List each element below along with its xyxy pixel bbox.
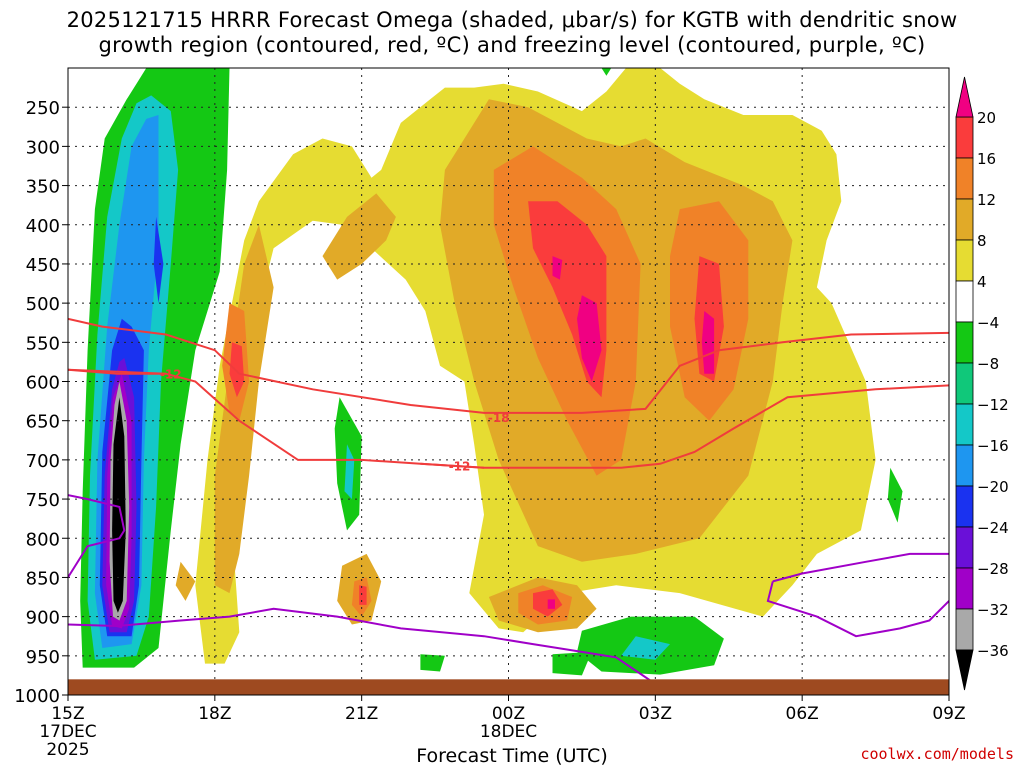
colorbar-label: −28 bbox=[977, 560, 1009, 578]
dgz-contour bbox=[420, 462, 485, 469]
dgz-contour bbox=[68, 368, 166, 375]
y-tick-label: 750 bbox=[26, 490, 60, 511]
omega-region-neg bbox=[153, 216, 164, 304]
colorbar-label: −32 bbox=[977, 601, 1009, 619]
y-tick-label: 500 bbox=[26, 294, 60, 315]
omega-region-pos bbox=[175, 561, 196, 601]
terrain bbox=[68, 679, 949, 695]
x-tick-sublabel: 18DEC bbox=[480, 722, 537, 742]
x-tick-sublabel: 2025 bbox=[46, 740, 89, 760]
colorbar-bottom-arrow bbox=[955, 649, 974, 691]
x-tick-label: 18Z bbox=[198, 704, 231, 724]
omega-region-pos bbox=[229, 342, 245, 398]
omega-region-neg bbox=[601, 68, 612, 76]
colorbar-label: −36 bbox=[977, 642, 1009, 660]
freezing-level-contour bbox=[772, 552, 949, 583]
omega-region-pos bbox=[701, 311, 715, 374]
y-tick-label: 550 bbox=[26, 333, 60, 354]
colorbar-segment bbox=[955, 280, 974, 323]
y-tick-label: 250 bbox=[26, 98, 60, 119]
y-tick-label: 350 bbox=[26, 177, 60, 198]
freezing-level-contour bbox=[68, 607, 661, 689]
x-tick-label: 15Z bbox=[51, 704, 84, 724]
omega-region-neg bbox=[621, 636, 670, 660]
colorbar-label: −4 bbox=[977, 314, 999, 332]
omega-region-pos bbox=[552, 256, 563, 280]
colorbar-label: 20 bbox=[977, 109, 996, 127]
site-credit: coolwx.com/models bbox=[860, 745, 1014, 763]
colorbar-segment bbox=[955, 198, 974, 241]
colorbar-segment bbox=[955, 239, 974, 282]
x-tick-sublabel: 17DEC bbox=[39, 722, 96, 742]
colorbar-segment bbox=[955, 526, 974, 569]
y-tick-label: 1000 bbox=[14, 686, 60, 707]
omega-region-neg bbox=[420, 654, 445, 672]
x-tick-label: 21Z bbox=[345, 704, 378, 724]
y-tick-label: 450 bbox=[26, 255, 60, 276]
y-axis: 250 300 350 400 450 500 550 600 650 700 750 800 850 9… bbox=[14, 98, 68, 707]
colorbar-segment bbox=[955, 485, 974, 528]
y-tick-label: 300 bbox=[26, 137, 60, 158]
colorbar-label: −20 bbox=[977, 478, 1009, 496]
colorbar-label: −8 bbox=[977, 355, 999, 373]
colorbar-segment bbox=[955, 321, 974, 364]
omega-region-pos bbox=[577, 295, 602, 382]
contour-label: -12 bbox=[449, 459, 471, 473]
y-tick-label: 850 bbox=[26, 568, 60, 589]
colorbar-segment bbox=[955, 403, 974, 446]
y-tick-label: 900 bbox=[26, 608, 60, 629]
x-tick-label: 09Z bbox=[932, 704, 965, 724]
colorbar-label: 12 bbox=[977, 191, 996, 209]
colorbar-label: 8 bbox=[977, 232, 987, 250]
omega-region-pos bbox=[322, 193, 396, 280]
colorbar-segment bbox=[955, 362, 974, 405]
x-tick-label: 00Z bbox=[492, 704, 525, 724]
omega-region-pos bbox=[359, 585, 367, 605]
colorbar-segment bbox=[955, 116, 974, 159]
dgz-contour bbox=[68, 317, 949, 414]
contour-label: -18 bbox=[488, 411, 510, 425]
x-axis-label: Forecast Time (UTC) bbox=[416, 745, 608, 767]
colorbar-top-arrow bbox=[955, 76, 974, 118]
omega-region-neg bbox=[552, 651, 592, 676]
terrain-band bbox=[68, 679, 949, 695]
y-tick-label: 650 bbox=[26, 412, 60, 433]
omega-region-pos bbox=[214, 224, 274, 594]
y-tick-label: 800 bbox=[26, 529, 60, 550]
colorbar-label: −16 bbox=[977, 437, 1009, 455]
colorbar: 20 16 12 8 4 −4 −8 −12 −16 −20 −24 −28 −32 −36 bbox=[955, 76, 1009, 691]
temperature-contours: -18 -12 -12 bbox=[68, 317, 949, 689]
y-tick-label: 600 bbox=[26, 373, 60, 394]
chart-title-line-1: 2025121715 HRRR Forecast Omega (shaded, … bbox=[66, 8, 958, 32]
colorbar-segment bbox=[955, 567, 974, 610]
omega-region-neg bbox=[112, 397, 126, 613]
freezing-level-contour bbox=[68, 494, 126, 578]
colorbar-label: 16 bbox=[977, 150, 996, 168]
omega-shading bbox=[80, 68, 903, 676]
omega-region-pos bbox=[547, 599, 555, 609]
y-tick-label: 400 bbox=[26, 216, 60, 237]
freezing-level-contour bbox=[766, 581, 949, 638]
colorbar-label: 4 bbox=[977, 273, 987, 291]
y-tick-label: 950 bbox=[26, 647, 60, 668]
colorbar-segment bbox=[955, 157, 974, 200]
colorbar-segment bbox=[955, 444, 974, 487]
chart-title-line-2: growth region (contoured, red, ºC) and f… bbox=[98, 33, 926, 57]
omega-region-neg bbox=[887, 467, 903, 523]
x-tick-label: 03Z bbox=[639, 704, 672, 724]
omega-region-neg bbox=[344, 444, 355, 500]
colorbar-label: −24 bbox=[977, 519, 1009, 537]
contour-label: -12 bbox=[160, 368, 182, 382]
y-tick-label: 700 bbox=[26, 451, 60, 472]
x-tick-label: 06Z bbox=[786, 704, 819, 724]
colorbar-label: −12 bbox=[977, 396, 1009, 414]
omega-region-pos bbox=[533, 589, 563, 617]
colorbar-segment bbox=[955, 608, 974, 651]
